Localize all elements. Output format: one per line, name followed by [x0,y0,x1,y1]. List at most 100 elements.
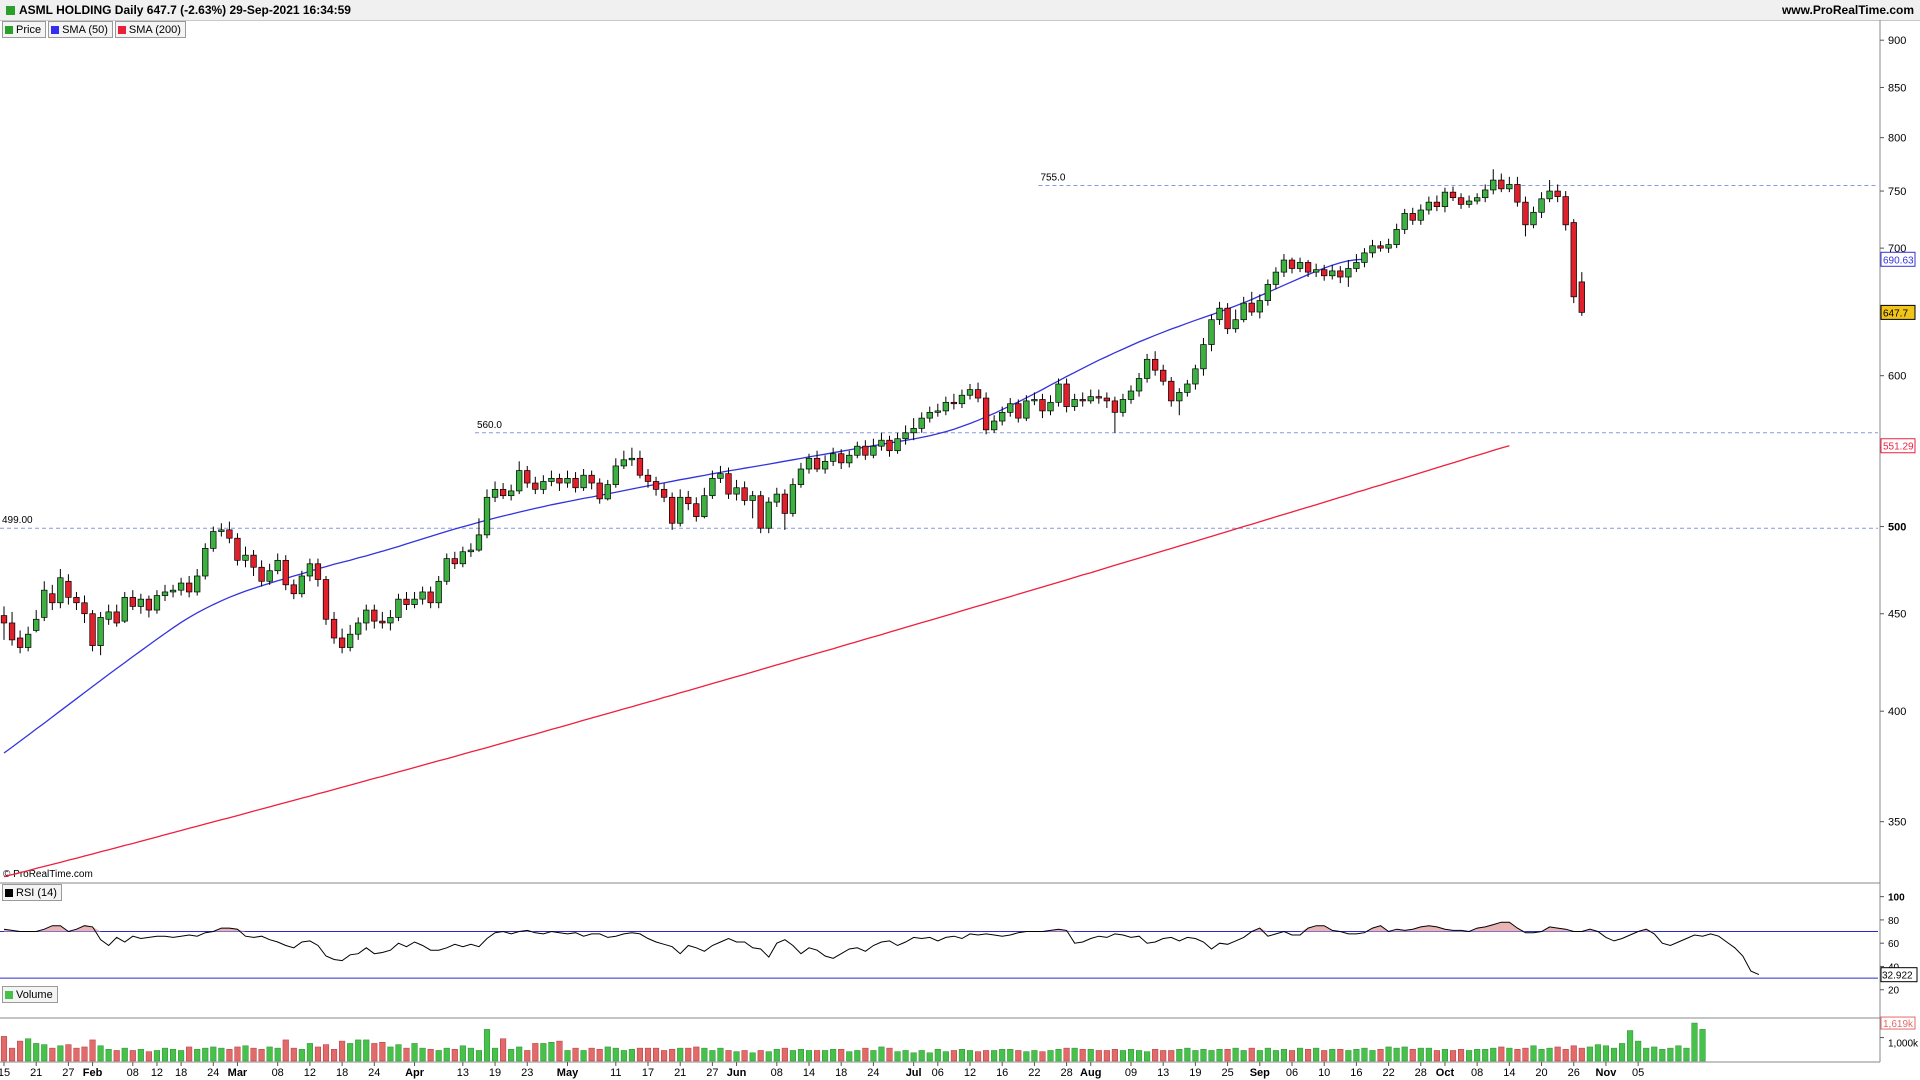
candle-down [1111,400,1119,413]
candle-up [1490,179,1497,191]
volume-bar [0,1036,8,1062]
legend-item-sma50[interactable]: SMA (50) [48,21,113,38]
volume-bar [145,1051,152,1062]
volume-bar [105,1049,112,1062]
volume-bar [1345,1050,1352,1062]
volume-bar [765,1051,772,1062]
volume-bar [1055,1049,1062,1062]
legend-item-rsi[interactable]: RSI (14) [2,884,62,901]
x-tick-label: Apr [405,1067,425,1079]
candle-up [1465,200,1473,205]
volume-bar [926,1052,933,1062]
candle-up [1200,344,1207,370]
x-tick-label: 06 [1286,1067,1298,1079]
volume-bar [57,1045,64,1062]
candle-up [1401,213,1408,230]
candle-down [1063,383,1070,407]
candle-up [1127,390,1135,400]
candle-down [338,637,346,648]
volume-bar [1272,1050,1279,1062]
volume-bar [644,1047,652,1062]
volume-bar [1353,1049,1360,1062]
legend-label-sma200: SMA (200) [128,23,181,36]
website-link[interactable]: www.ProRealTime.com [1781,3,1914,17]
candle-down [1079,399,1086,402]
candle-up [218,529,225,532]
volume-bar [781,1047,788,1062]
candle-down [1095,396,1102,399]
candle-up [1007,403,1014,413]
candle-down [113,611,120,624]
candle-down [451,558,458,565]
current-value-label: 551.29 [1883,442,1914,453]
candle-down [838,453,845,464]
candle-down [1570,222,1577,298]
candle-up [210,531,217,549]
volume-bar [339,1040,346,1062]
candle-down [1103,397,1111,402]
candle-up [1329,270,1336,277]
candle-up [540,481,547,490]
volume-bar [1063,1047,1070,1062]
volume-bar [137,1049,144,1062]
legend-item-sma200[interactable]: SMA (200) [114,21,186,38]
candle-down [1449,191,1457,199]
legend-item-price[interactable]: Price [2,21,47,38]
candle-up [1135,378,1143,392]
volume-bar [580,1050,587,1062]
candle-down [1498,179,1505,190]
volume-bar [1441,1049,1449,1062]
candle-up [1176,392,1183,402]
volume-bar [25,1038,32,1062]
candle-up [1312,269,1320,273]
price-legend: Price SMA (50) SMA (200) [2,21,186,38]
x-tick-label: Oct [1436,1067,1455,1079]
volume-bar [516,1046,523,1062]
candle-down [524,470,531,484]
x-tick-label: 27 [62,1067,74,1079]
volume-bar [741,1050,748,1062]
x-tick-label: May [557,1067,579,1079]
volume-bar [1506,1047,1513,1062]
candle-up [733,487,740,495]
candle-up [1280,259,1288,273]
volume-bar [934,1049,941,1062]
x-tick-label: 23 [521,1067,533,1079]
rsi-tick-label: 100 [1888,893,1905,904]
sma50-line [3,258,1365,754]
volume-bar [596,1049,603,1062]
candle-down [1377,245,1384,249]
candle-down [129,596,136,607]
candle-up [153,595,161,611]
volume-bar [975,1051,982,1062]
candle-down [652,481,660,490]
volume-tick-label: 1,000k [1888,1039,1919,1050]
volume-bar [1023,1051,1030,1062]
chart-header-bar: ASML HOLDING Daily 647.7 (-2.63%) 29-Sep… [0,0,1920,21]
volume-bar [387,1046,394,1062]
candle-up [1546,190,1553,200]
volume-bar [443,1047,450,1062]
candle-up [677,496,684,524]
volume-bar [725,1050,732,1062]
candle-down [1457,197,1465,205]
volume-bar [1602,1045,1610,1062]
volume-bar [1417,1047,1424,1062]
candle-up [1417,209,1424,221]
legend-item-volume[interactable]: Volume [2,986,58,1003]
volume-bar [218,1047,225,1062]
volume-bar [500,1038,507,1062]
volume-bar [89,1039,96,1062]
x-tick-label: 16 [996,1067,1008,1079]
candle-down [250,554,257,568]
price-swatch-icon [5,25,13,34]
candle-up [475,534,483,551]
x-tick-label: 24 [368,1067,380,1079]
candle-down [186,582,193,593]
candle-down [1554,190,1561,197]
volume-bar [1087,1049,1094,1062]
candle-down [403,598,410,605]
x-tick-label: Aug [1080,1067,1101,1079]
volume-bar [830,1049,837,1062]
